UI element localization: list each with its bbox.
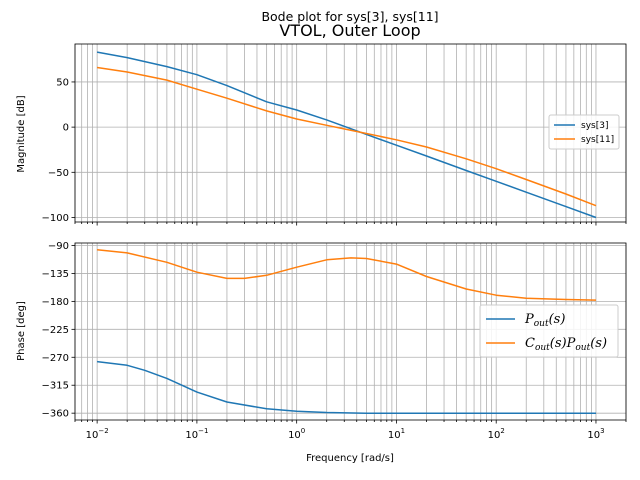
phase-ylabel: Phase [deg] <box>16 301 27 361</box>
legend-label-sys11: sys[11] <box>581 135 614 145</box>
y-tick-label: −100 <box>42 213 69 224</box>
y-tick-label: 50 <box>56 77 69 88</box>
y-tick-label: −225 <box>42 325 69 336</box>
x-tick-label: 10−1 <box>185 427 208 441</box>
series-line-1 <box>97 249 597 301</box>
magnitude-axes: −100 −50 0 50 <box>42 43 627 226</box>
series-line-0 <box>97 360 596 414</box>
magnitude-ylabel: Magnitude [dB] <box>16 95 27 172</box>
legend-label-sys3: sys[3] <box>581 121 608 131</box>
y-tick-label: −90 <box>48 241 69 252</box>
y-tick-label: −315 <box>42 381 69 392</box>
y-tick-label: −360 <box>42 409 69 420</box>
y-tick-label: −50 <box>48 168 69 179</box>
y-tick-label: −180 <box>42 297 69 308</box>
phase-legend-box <box>479 304 619 358</box>
axes-frame <box>74 242 627 421</box>
axes-frame <box>74 43 627 223</box>
y-tick-label: 0 <box>63 123 69 134</box>
x-tick-label: 10−2 <box>86 427 109 441</box>
series-line-0 <box>96 51 597 219</box>
magnitude-title: VTOL, Outer Loop <box>279 21 420 40</box>
phase-axes: −90 −135 −180 −225 −270 −315 −360 10−2 10−1 100 10… <box>42 241 627 441</box>
x-tick-label: 103 <box>587 427 604 441</box>
magnitude-legend-box <box>548 114 620 150</box>
figure-suptitle: Bode plot for sys[3], sys[11] <box>261 9 438 24</box>
y-tick-label: −270 <box>42 353 69 364</box>
frequency-xlabel: Frequency [rad/s] <box>306 453 394 464</box>
x-tick-label: 102 <box>488 427 505 441</box>
series-line-1 <box>96 66 597 207</box>
magnitude-legend: sys[3] sys[11] <box>548 114 620 150</box>
x-tick-label: 101 <box>388 427 405 441</box>
y-tick-label: −135 <box>42 269 69 280</box>
x-tick-label: 100 <box>288 427 305 441</box>
phase-legend: Pout(s) Cout(s)Pout(s) <box>479 304 619 358</box>
